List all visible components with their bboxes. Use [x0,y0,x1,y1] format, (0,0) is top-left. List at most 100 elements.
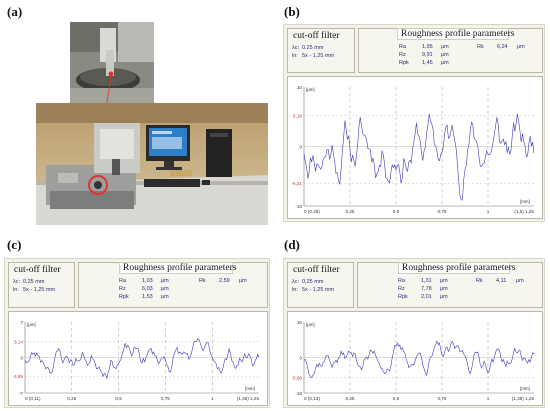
param-ra-value: 1,31 [421,278,432,284]
param-rpk-unit: μm [440,294,448,300]
lambda-value: 0,25 mm [302,279,324,285]
lambda-value: 0,25 mm [23,279,45,285]
param-ra-name: Ra [119,278,127,284]
y-tick-label: 0 [299,144,302,149]
ln-label: ln: [292,287,298,293]
y-tick-label: 10 [297,85,303,90]
param-rz-name: Rz [119,286,126,292]
x-tick-label: (1,5) 1,25 [514,209,534,214]
x-tick-label: 0 (0,25) [304,209,320,214]
roughness-profile-chart: 10 0 -5,68 -100 (0,13) 0,25 0,5 0,75 1 (1,38) 1,… [292,320,535,401]
x-tick-label: 1 [487,209,490,214]
x-tick-label: 0 (0,13) [304,396,320,401]
y-tick-label: -5,68 [292,375,303,380]
roughness-profile-line [24,337,260,380]
param-rz-unit: μm [161,286,169,292]
y-tick-label: -7 [19,391,24,396]
param-rpk-name: Rpk [399,60,409,66]
panel-label-d: (d) [284,237,300,252]
cutoff-filter-title: cut-off filter [293,31,340,41]
x-tick-label: 0,25 [67,396,76,401]
y-tick-label: -10 [295,204,302,209]
cutoff-filter-box: cut-off filter λc: 0,25 mm ln: 5x - 1,25… [8,262,75,308]
param-rk-unit: μm [516,278,524,284]
x-unit-label: [mm] [520,199,530,204]
roughness-profile-plot-c: 7 3,14 0 -3,69 -7 0 (0,11) 0,25 0,5 0,75 1 (1,36) … [8,311,268,406]
param-rk-name: Rk [199,278,206,284]
lambda-value: 0,25 mm [302,45,324,51]
param-rz-value: 7,78 [421,286,432,292]
cutoff-filter-box: cut-off filter λc: 0,25 mm ln: 5x - 1,25… [287,28,355,73]
param-ra-value: 1,03 [142,278,153,284]
x-tick-label: 0,75 [438,396,447,401]
param-rk-unit: μm [517,44,525,50]
chart-axes [303,322,534,394]
x-tick-label: (1,38) 1,25 [512,396,535,401]
lambda-label: λc: [292,279,300,285]
x-unit-label: [mm] [520,386,530,391]
param-rpk-unit: μm [161,294,169,300]
param-rk-value: 4,11 [496,278,507,284]
roughness-profile-chart: 10 5,18 0 -6,21 -100 (0,25) 0,25 0,5 0,75 1 (1,5)… [292,85,535,214]
param-rz-name: Rz [398,286,405,292]
roughness-profile-chart: 7 3,14 0 -3,69 -70 (0,11) 0,25 0,5 0,75 1 (1,36) … [13,320,260,401]
param-ra-unit: μm [441,44,449,50]
measurement-closeup-photo [70,22,154,104]
roughness-profile-plot-d: 10 0 -5,68 -10 0 (0,13) 0,25 0,5 0,75 1 (1,38) 1,… [287,311,543,406]
x-tick-label: 0,75 [438,209,447,214]
roughness-profile-plot-b: 10 5,18 0 -6,21 -10 0 (0,25) 0,25 0,5 0,75 1 (1,5)… [287,76,543,219]
y-unit-label: [μm] [27,322,36,327]
x-tick-label: 0,5 [393,396,400,401]
params-title-tab [398,262,510,274]
param-rpk-value: 2,01 [421,294,432,300]
param-rpk-name: Rpk [398,294,408,300]
roughness-params-box: Roughness profile parameters Ra 1,03 μm … [78,262,268,308]
param-rk-unit: μm [239,278,247,284]
roughness-profile-line [303,340,535,379]
param-ra-unit: μm [161,278,169,284]
x-tick-label: 0,75 [161,396,170,401]
y-tick-label: 3,14 [14,339,23,344]
roughness-panel-d: cut-off filter λc: 0,25 mm ln: 5x - 1,25… [283,258,545,408]
lab-setup-photo [36,103,268,225]
ln-label: ln: [13,287,19,293]
roughness-panel-b: cut-off filter λc: 0,25 mm ln: 5x - 1,25… [283,24,545,222]
param-rz-value: 9,91 [422,52,433,58]
y-unit-label: [μm] [306,322,315,327]
param-rpk-name: Rpk [119,294,129,300]
chart-axes [24,322,259,394]
ln-value: 5x - 1,25 mm [302,53,335,59]
roughness-params-box: Roughness profile parameters Ra 1,31 μm … [357,262,543,308]
params-title-tab [397,28,509,40]
param-rpk-value: 1,53 [142,294,153,300]
param-ra-name: Ra [399,44,407,50]
cutoff-filter-title: cut-off filter [293,265,340,275]
x-tick-label: 0,25 [346,209,355,214]
param-ra-name: Ra [398,278,406,284]
param-rk-name: Rk [477,44,484,50]
x-tick-label: 1 [211,396,214,401]
ln-value: 5x - 1,25 mm [23,287,56,293]
x-tick-label: 1 [487,396,490,401]
panel-label-c: (c) [7,237,22,252]
param-rz-unit: μm [440,286,448,292]
x-unit-label: [mm] [245,386,255,391]
cutoff-filter-title: cut-off filter [14,265,61,275]
y-tick-label: 0 [299,355,302,360]
param-rpk-unit: μm [441,60,449,66]
y-tick-label: -6,21 [292,181,303,186]
params-title-tab [119,262,233,274]
panel-label-a: (a) [7,4,23,19]
param-rk-value: 6,24 [497,44,508,50]
cutoff-filter-box: cut-off filter λc: 0,25 mm ln: 5x - 1,25… [287,262,354,308]
y-unit-label: [μm] [306,87,315,92]
param-rz-name: Rz [399,52,406,58]
x-tick-label: (1,36) 1,25 [237,396,260,401]
param-rk-value: 2,59 [219,278,230,284]
param-rpk-value: 1,45 [422,60,433,66]
param-rk-name: Rk [476,278,483,284]
y-tick-label: -10 [295,391,302,396]
params-title: Roughness profile parameters [402,263,516,273]
lambda-label: λc: [292,45,300,51]
panel-label-b: (b) [284,4,300,19]
